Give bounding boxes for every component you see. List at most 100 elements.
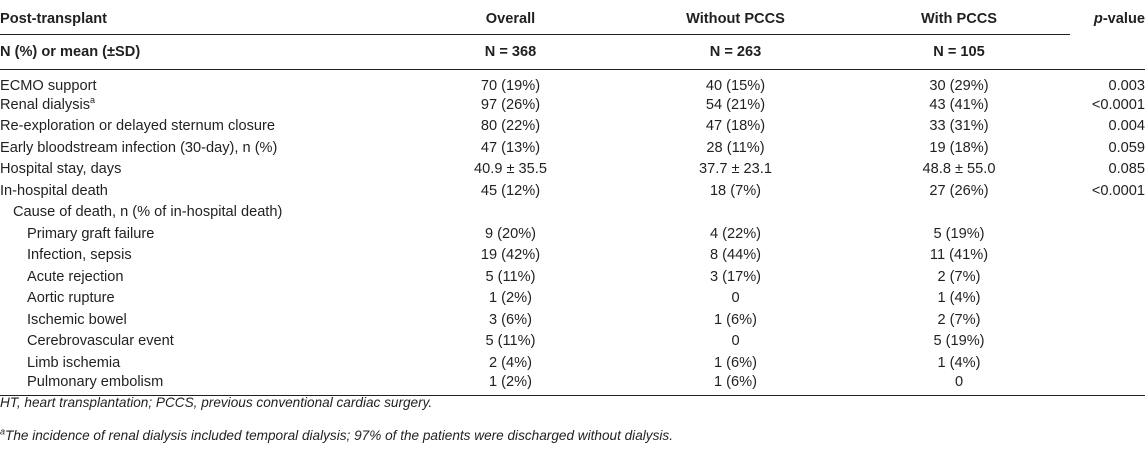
row-label: Re-exploration or delayed sternum closur… [0,116,398,138]
table-row: Ischemic bowel 3 (6%) 1 (6%) 2 (7%) [0,309,1145,331]
cell-p-value [1070,223,1145,245]
cell-with-pccs: 48.8 ± 55.0 [922,161,996,178]
row-label: Ischemic bowel [0,309,398,331]
cell-overall: 47 (13%) [480,139,541,156]
cell-with-pccs: 1 (4%) [937,290,981,307]
cell-without-pccs: 54 (21%) [705,96,766,113]
row-label: In-hospital death [0,180,398,202]
cell-without-pccs: 28 (11%) [706,139,765,156]
subheader-row: N (%) or mean (±SD) N = 368 N = 263 N = … [0,34,1145,70]
table-body: ECMO support 70 (19%) 40 (15%) 30 (29%) 0.00… [0,70,1145,396]
cell-overall: 70 (19%) [480,78,541,94]
cell-without-pccs: 1 (6%) [623,373,848,396]
cell-p-value: 0.059 [1108,139,1145,156]
table-row: Infection, sepsis 19 (42%) 8 (44%) 11 (41%) [0,245,1145,267]
row-label: Renal dialysisa [0,94,398,116]
table-row: Aortic rupture 1 (2%) 0 1 (4%) [0,288,1145,310]
cell-overall: 2 (4%) [489,354,532,371]
cell-overall: 1 (2%) [398,373,623,396]
row-label-text: Primary graft failure [27,225,155,242]
header-overall: Overall [398,4,623,35]
header-post-transplant: Post-transplant [0,4,398,35]
cell-without-pccs: 8 (44%) [709,247,762,264]
table-row: Primary graft failure 9 (20%) 4 (22%) 5 (19… [0,223,1145,245]
header-p-value: p-value [1070,4,1145,35]
cell-with-pccs: 27 (26%) [929,182,989,199]
row-label-text: Cause of death, n (% of in-hospital deat… [13,204,283,221]
footnote-marker: a [90,94,96,105]
row-label-text: Re-exploration or delayed sternum closur… [0,118,275,135]
cell-p-value: <0.0001 [1091,96,1145,113]
subheader-without-n: N = 263 [623,34,848,70]
header-p-rest: -value [1102,11,1145,28]
cell-overall: 97 (26%) [480,96,541,113]
header-with-pccs: With PCCS [848,4,1070,35]
row-label: Pulmonary embolism [0,373,398,396]
cell-with-pccs: 43 (41%) [929,96,989,113]
row-label: Acute rejection [0,266,398,288]
results-table: Post-transplant Overall Without PCCS Wit… [0,4,1145,396]
cell-without-pccs: 37.7 ± 23.1 [699,161,772,178]
subheader-overall-n: N = 368 [398,34,623,70]
row-label-text: Infection, sepsis [27,247,132,264]
table-row: Cause of death, n (% of in-hospital deat… [0,202,1145,224]
cell-with-pccs: 2 (7%) [937,268,981,285]
row-label-text: Early bloodstream infection (30-day), n … [0,139,278,156]
footnote-a: aThe incidence of renal dialysis include… [0,426,673,443]
cell-without-pccs [623,202,848,224]
cell-p-value: 0.003 [1108,78,1145,94]
row-label: Cause of death, n (% of in-hospital deat… [0,202,398,224]
cell-p-value [1070,288,1145,310]
subheader-with-n: N = 105 [848,34,1070,70]
cell-with-pccs: 19 (18%) [929,139,989,156]
cell-overall: 80 (22%) [480,118,541,135]
table-row: Early bloodstream infection (30-day), n … [0,137,1145,159]
row-label: Hospital stay, days [0,159,398,181]
cell-without-pccs: 3 (17%) [709,268,762,285]
cell-p-value [1070,309,1145,331]
row-label: Cerebrovascular event [0,331,398,353]
table-row: Limb ischemia 2 (4%) 1 (6%) 1 (4%) [0,352,1145,374]
footnote-abbreviations: HT, heart transplantation; PCCS, previou… [0,395,433,410]
cell-without-pccs: 18 (7%) [709,182,762,199]
row-label-text: Renal dialysis [0,96,91,113]
cell-p-value: 0.004 [1108,118,1145,135]
row-label-text: Hospital stay, days [0,161,122,178]
table-row: Re-exploration or delayed sternum closur… [0,116,1145,138]
cell-p-value [1070,352,1145,374]
cell-p-value [1070,202,1145,224]
cell-overall: 9 (20%) [484,225,537,242]
cell-p-value: <0.0001 [1091,182,1145,199]
row-label-text: In-hospital death [0,182,108,199]
row-label-text: Pulmonary embolism [27,374,164,390]
row-label: Primary graft failure [0,223,398,245]
row-label: ECMO support [0,70,398,94]
header-p-italic: p [1093,11,1103,28]
row-label-text: Cerebrovascular event [27,333,174,350]
cell-overall: 3 (6%) [489,311,532,328]
cell-p-value: 0.085 [1108,161,1145,178]
cell-with-pccs: 5 (19%) [933,225,985,242]
cell-p-value [1070,245,1145,267]
cell-overall: 40.9 ± 35.5 [474,161,547,178]
row-label: Limb ischemia [0,352,398,374]
row-label: Infection, sepsis [0,245,398,267]
cell-without-pccs: 4 (22%) [709,225,762,242]
row-label-text: Aortic rupture [27,290,115,307]
footnote-a-mark: a [0,426,6,437]
cell-with-pccs [848,202,1070,224]
row-label-text: Acute rejection [27,268,124,285]
row-label-text: Ischemic bowel [27,311,127,328]
row-label: Aortic rupture [0,288,398,310]
subheader-n-mean: N (%) or mean (±SD) [0,34,398,70]
table-row: In-hospital death 45 (12%) 18 (7%) 27 (26%)… [0,180,1145,202]
cell-p-value [1070,373,1145,396]
cell-with-pccs: 33 (31%) [929,118,989,135]
cell-p-value [1070,266,1145,288]
cell-with-pccs: 5 (19%) [933,333,985,350]
cell-overall: 5 (11%) [485,333,536,350]
cell-with-pccs: 2 (7%) [937,311,981,328]
cell-overall: 19 (42%) [480,247,541,264]
table-row: Hospital stay, days 40.9 ± 35.5 37.7 ± 23.… [0,159,1145,181]
table-row: Renal dialysisa 97 (26%) 54 (21%) 43 (41%) <… [0,94,1145,116]
